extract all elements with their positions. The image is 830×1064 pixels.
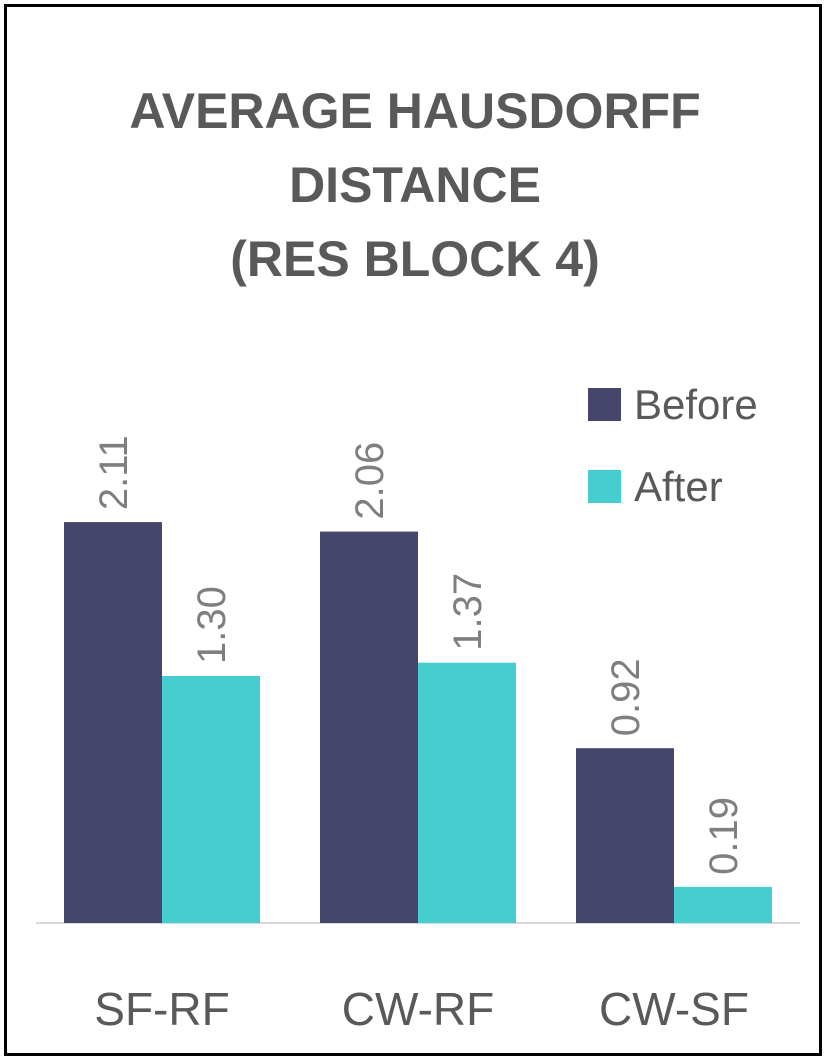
data-label-cw-sf-after: 0.19 <box>702 797 746 875</box>
legend: Before After <box>588 381 758 510</box>
legend-label-before: Before <box>634 381 758 428</box>
data-label-cw-sf-before: 0.92 <box>604 658 648 736</box>
data-label-cw-rf-before: 2.06 <box>348 442 392 520</box>
data-label-sf-rf-before: 2.11 <box>92 435 136 510</box>
x-axis-tick-labels: SF-RF CW-RF CW-SF <box>94 983 749 1035</box>
legend-swatch-before <box>588 388 621 421</box>
data-label-cw-rf-after: 1.37 <box>446 573 490 651</box>
chart-title-line-2: DISTANCE <box>289 157 541 213</box>
bar-cw-rf-before <box>320 531 418 923</box>
legend-swatch-after <box>588 470 621 503</box>
bar-cw-sf-after <box>674 886 772 923</box>
chart-title-line-1: AVERAGE HAUSDORFF <box>129 83 700 139</box>
bar-sf-rf-before <box>64 522 162 923</box>
chart-title-line-3: (RES BLOCK 4) <box>230 231 599 287</box>
bars <box>64 522 772 923</box>
x-tick-sf-rf: SF-RF <box>94 983 229 1035</box>
bar-cw-rf-after <box>418 662 516 923</box>
data-label-sf-rf-after: 1.30 <box>190 586 234 664</box>
x-tick-cw-rf: CW-RF <box>342 983 494 1035</box>
x-tick-cw-sf: CW-SF <box>599 983 749 1035</box>
data-labels: 2.11 1.30 2.06 1.37 0.92 0.19 <box>92 435 746 875</box>
bar-sf-rf-after <box>162 676 260 923</box>
bar-cw-sf-before <box>576 748 674 923</box>
chart-title: AVERAGE HAUSDORFF DISTANCE (RES BLOCK 4) <box>129 83 700 287</box>
legend-label-after: After <box>634 463 723 510</box>
